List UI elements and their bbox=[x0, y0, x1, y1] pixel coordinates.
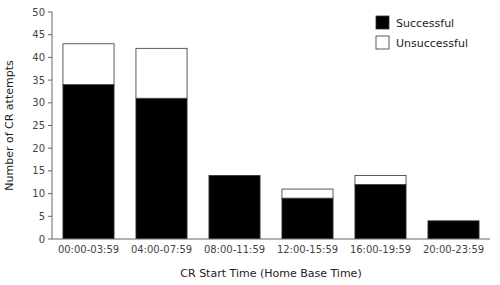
x-tick-label: 04:00-07:59 bbox=[131, 244, 192, 255]
legend-swatch bbox=[376, 36, 389, 49]
y-tick-label: 25 bbox=[32, 120, 45, 131]
bars bbox=[63, 44, 479, 239]
x-tick-label: 20:00-23:59 bbox=[423, 244, 484, 255]
x-tick-label: 16:00-19:59 bbox=[350, 244, 411, 255]
bar-segment bbox=[136, 98, 187, 239]
y-tick-label: 5 bbox=[39, 211, 45, 222]
y-axis-line bbox=[52, 12, 53, 239]
y-tick bbox=[48, 34, 52, 35]
bar-segment bbox=[209, 175, 260, 176]
y-tick bbox=[48, 80, 52, 81]
bar-segment bbox=[63, 44, 114, 85]
y-tick bbox=[48, 12, 52, 13]
y-tick bbox=[48, 102, 52, 103]
y-tick-label: 40 bbox=[32, 52, 45, 63]
bar-segment bbox=[428, 221, 479, 239]
bar-segment bbox=[355, 185, 406, 239]
x-tick-label: 00:00-03:59 bbox=[58, 244, 119, 255]
y-tick bbox=[48, 148, 52, 149]
x-axis: 00:00-03:59 04:00-07:59 08:00-11:59 12:00-1… bbox=[52, 239, 490, 255]
y-tick-label: 50 bbox=[32, 7, 45, 18]
chart: 0 5 10 15 20 25 30 35 40 45 50 00:00-03:59 04:00-07:… bbox=[0, 0, 500, 285]
legend-swatch bbox=[376, 16, 389, 29]
y-tick bbox=[48, 239, 52, 240]
bar-segment bbox=[282, 198, 333, 239]
x-axis-line bbox=[52, 239, 490, 240]
y-tick bbox=[48, 125, 52, 126]
y-tick bbox=[48, 193, 52, 194]
x-tick-label: 12:00-15:59 bbox=[277, 244, 338, 255]
bar-segment bbox=[63, 85, 114, 239]
bar-segment bbox=[355, 175, 406, 184]
y-tick bbox=[48, 170, 52, 171]
bar-segment bbox=[209, 175, 260, 239]
bar-segment bbox=[428, 220, 479, 221]
chart-container: 0 5 10 15 20 25 30 35 40 45 50 00:00-03:59 04:00-07:… bbox=[0, 0, 500, 285]
y-tick bbox=[48, 216, 52, 217]
y-tick-label: 30 bbox=[32, 97, 45, 108]
y-axis-title: Number of CR attempts bbox=[3, 60, 16, 191]
y-tick-label: 0 bbox=[39, 234, 45, 245]
x-axis-title: CR Start Time (Home Base Time) bbox=[180, 267, 361, 280]
legend: Successful Unsuccessful bbox=[376, 16, 468, 50]
legend-label: Successful bbox=[396, 17, 454, 30]
y-tick-label: 10 bbox=[32, 188, 45, 199]
y-tick bbox=[48, 57, 52, 58]
bar-segment bbox=[136, 48, 187, 98]
y-tick-label: 35 bbox=[32, 75, 45, 86]
y-tick-label: 45 bbox=[32, 29, 45, 40]
x-tick-label: 08:00-11:59 bbox=[204, 244, 265, 255]
y-axis: 0 5 10 15 20 25 30 35 40 45 50 bbox=[32, 7, 52, 245]
legend-label: Unsuccessful bbox=[396, 37, 468, 50]
y-tick-label: 20 bbox=[32, 143, 45, 154]
y-tick-label: 15 bbox=[32, 165, 45, 176]
bar-segment bbox=[282, 189, 333, 198]
